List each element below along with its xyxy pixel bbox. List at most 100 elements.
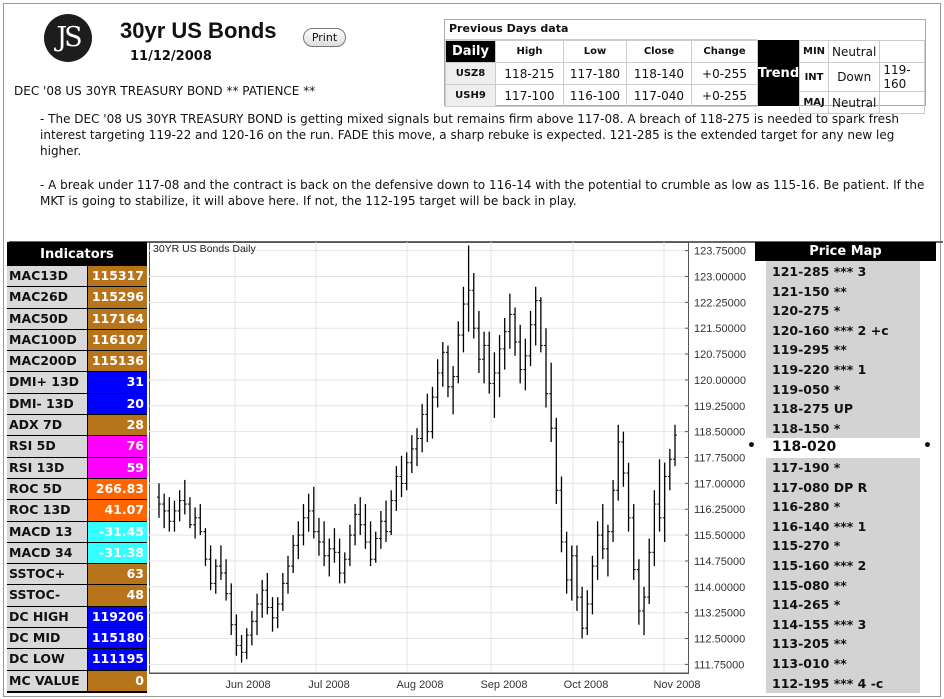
price-bar [533,286,538,346]
report-date: 11/12/2008 [130,49,212,64]
price-bar [373,531,378,563]
indicator-value: 28 [88,415,147,436]
price-bar [590,555,595,615]
price-bar [497,335,502,398]
print-button[interactable]: Print [303,28,346,47]
y-tick-label: 112.50000 [694,634,745,646]
y-tick-label: 114.75000 [694,556,745,568]
price-bar [224,559,229,601]
x-tick-label: Sep 2008 [480,679,527,691]
price-map-level: 115-080 ** [772,577,847,593]
indicator-value: 115136 [88,351,147,372]
indicator-row: MAC26D 115296 [7,287,147,309]
price-bar [265,573,270,615]
current-marker-right: • [923,438,932,455]
symbol-cell: USZ8 [445,62,496,85]
price-map-list: 121-285 *** 3 121-150 ** 120-275 * 120-160 … [766,261,920,693]
trend-row-min: MIN Neutral [798,40,925,63]
indicator-value: 117164 [88,308,147,329]
price-map-level: 112-195 *** 4 -c [772,675,884,691]
indicator-label: DC MID [7,628,88,649]
y-tick-label: 117.00000 [694,478,745,490]
indicator-row: ROC 13D 41.07 [7,500,147,522]
high-cell: 117-100 [495,84,564,107]
indicator-value: 31 [88,372,147,393]
indicators-heading: Indicators [40,247,114,262]
trend-row-maj: MAJ Neutral [798,91,925,114]
current-marker-left: • [747,438,756,455]
trend-row-int: INT Down 119-160 [798,62,925,92]
trend-table: MIN Neutral INT Down 119-160 MAJ Neutral [798,40,925,114]
price-bar [611,479,616,542]
price-bar [626,462,631,532]
trend-key: MIN [798,40,830,63]
commentary-paragraph-1: - The DEC '08 US 30YR TREASURY BOND is g… [40,112,899,158]
indicator-row: MACD 13 -31.45 [7,521,147,543]
trend-value: Down [828,62,881,92]
price-bar [316,517,321,556]
price-bar [605,524,610,577]
indicator-row: MACD 34 -31.38 [7,542,147,565]
indicator-label: MACD 34 [7,542,88,564]
y-tick-label: 120.75000 [694,349,746,361]
price-bar [389,490,394,536]
indicator-row: ADX 7D 28 [7,415,147,437]
price-bar [409,435,414,474]
price-bar [218,545,223,580]
price-bar [198,504,203,536]
y-tick-label: 123.75000 [694,246,746,258]
price-bar [172,500,177,532]
indicator-value: 266.83 [88,478,147,500]
y-tick-label: 118.50000 [694,427,745,439]
price-bar [559,476,564,553]
price-bar [394,466,399,511]
trend-extra: 119-160 [879,62,925,92]
x-tick-label: Jul 2008 [308,679,350,691]
price-bar [301,504,306,546]
price-bar [378,510,383,549]
price-bar [523,338,528,391]
indicator-label: ROC 13D [7,500,88,521]
price-map-level: 114-265 * [772,597,841,613]
price-bar [280,573,285,611]
price-map-level: 118-275 UP [772,401,854,417]
y-tick-label: 113.25000 [694,608,745,620]
price-map-level: 115-270 * [772,538,841,554]
price-bar [595,521,600,580]
price-bar [347,524,352,567]
col-high: High [495,40,564,63]
indicator-value: 41.07 [88,500,147,521]
price-bar [451,366,456,415]
price-bar [404,452,409,491]
price-bar [636,559,641,625]
price-bar [513,307,518,356]
price-bar [332,528,337,563]
indicator-label: MAC200D [7,351,88,372]
change-cell: +0-255 [691,84,758,107]
indicator-row: RSI 5D 76 [7,436,147,458]
y-tick-label: 114.00000 [694,582,745,594]
indicator-value: -31.38 [88,542,147,564]
price-bar [337,538,342,584]
price-bar [208,545,213,591]
price-map-level: 117-190 * [772,460,841,475]
price-map-level: 118-150 * [772,420,841,436]
price-bar [554,417,559,505]
indicator-value: 115296 [88,287,147,308]
price-bar [631,504,636,580]
price-bar [425,393,430,442]
previous-days-table: Daily High Low Close Change USZ8 118-215… [445,40,758,107]
x-tick-label: Oct 2008 [564,679,609,691]
price-bar [275,597,280,629]
price-map-level: 120-275 * [772,303,841,319]
high-cell: 118-215 [495,62,564,85]
indicator-row: DMI+ 13D 31 [7,372,147,394]
indicator-label: ADX 7D [7,415,88,436]
indicator-label: MACD 13 [7,521,88,542]
price-bar [564,531,569,594]
price-bar [415,428,419,467]
price-bar [574,545,579,611]
price-map-level: 116-280 * [772,499,841,515]
indicator-row: SSTOC- 48 [7,585,147,607]
close-cell: 118-140 [626,62,692,85]
